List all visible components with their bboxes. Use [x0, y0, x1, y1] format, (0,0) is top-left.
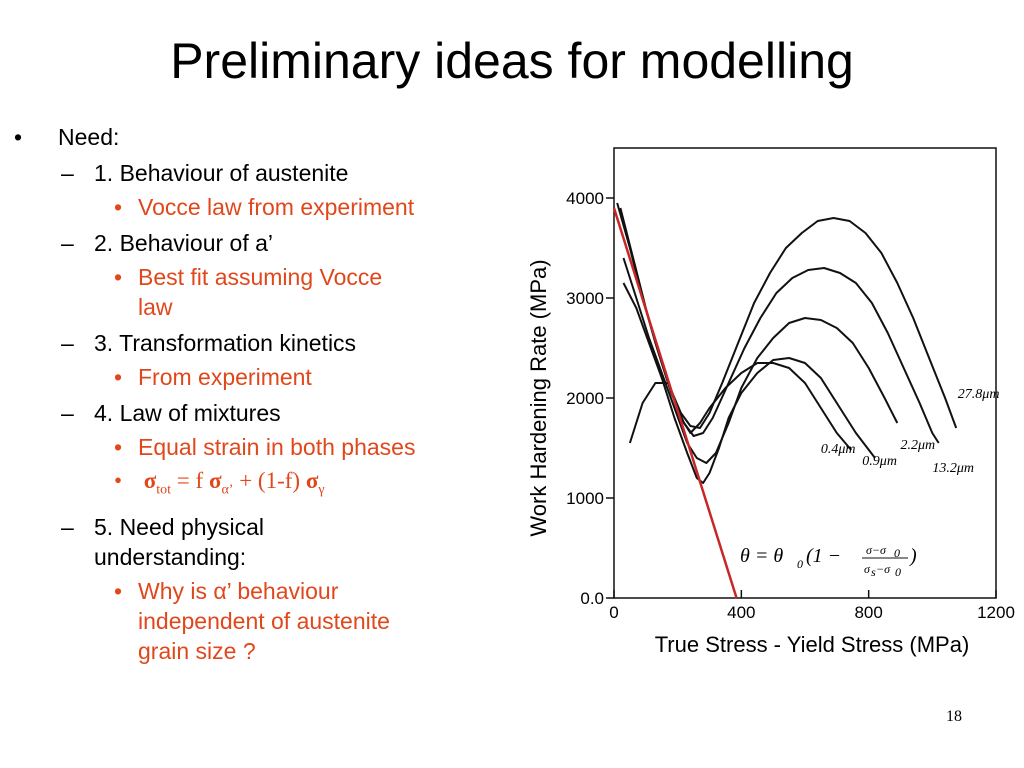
sub-bullet-text: 4. Law of mixtures	[94, 400, 281, 426]
sub-bullet-text-line2: understanding:	[94, 543, 247, 570]
bullet-dot-icon: •	[114, 194, 123, 220]
formula-den: σ	[864, 562, 871, 576]
voce-formula: θ = θ 0 (1 − σ−σ 0 σ s −σ 0 )	[740, 543, 917, 579]
y-tick-label: 0.0	[580, 589, 604, 608]
eq-middle: = f	[171, 468, 209, 493]
bullet-dot-icon: •	[114, 577, 123, 604]
dash-icon: –	[61, 400, 74, 426]
bullet-need: • Need:	[14, 122, 494, 152]
formula-den-sub2: 0	[895, 565, 901, 579]
formula-paren-open: (1 −	[806, 545, 841, 567]
detail-text: Equal strain in both phases	[138, 434, 416, 460]
formula-sub0: 0	[797, 557, 803, 571]
sub-gamma: γ	[318, 482, 325, 498]
page-number: 18	[946, 708, 962, 725]
bullet-text: Need:	[58, 124, 120, 150]
bullet-dot-icon: •	[114, 434, 123, 460]
detail-text: Vocce law from experiment	[138, 194, 415, 220]
x-tick-label: 800	[854, 603, 882, 622]
detail-bullet-1: • Vocce law from experiment	[14, 192, 494, 222]
detail-text: From experiment	[138, 364, 312, 390]
detail-text-line2: independent of austenite	[138, 607, 390, 634]
plot-frame	[613, 147, 997, 599]
sub-bullet-2: –2. Behaviour of a’	[14, 228, 494, 258]
formula-lhs: θ = θ	[740, 545, 783, 567]
bullet-dot-icon: •	[114, 264, 123, 290]
mixture-equation: • σtot = f σα’ + (1-f) σγ	[14, 466, 494, 506]
dash-icon: –	[61, 330, 74, 356]
detail-bullet-5: • Why is α’ behaviour independent of auste…	[14, 576, 494, 666]
y-axis-label: Work Hardening Rate (MPa)	[526, 259, 551, 536]
detail-text-line3: grain size ?	[138, 637, 256, 664]
axis-ticks: 0 400 800 1200 0.0 1000 2000 3000 4000	[566, 189, 1015, 622]
y-tick-label: 1000	[566, 489, 604, 508]
dash-icon: –	[61, 230, 74, 256]
detail-text-line1: Best fit assuming Vocce	[138, 264, 383, 290]
bullet-dot-icon: •	[114, 468, 123, 493]
eq-plus: + (1-f)	[233, 468, 306, 493]
y-tick-label: 2000	[566, 389, 604, 408]
series-label: 0.4μm	[821, 442, 856, 457]
bullet-dot-icon: •	[114, 364, 123, 390]
sub-bullet-5: –5. Need physical understanding:	[14, 512, 494, 572]
series-label: 2.2μm	[901, 438, 936, 453]
sigma-symbol: σ	[143, 468, 157, 493]
formula-den-sub1: s	[871, 565, 876, 579]
series-label: 0.9μm	[862, 454, 897, 469]
bullet-outline: • Need: –1. Behaviour of austenite • Vocce…	[14, 118, 494, 666]
series-line	[616, 202, 958, 429]
data-series	[612, 202, 958, 599]
sub-alpha: α’	[221, 482, 234, 498]
sigma-symbol: σ	[208, 468, 222, 493]
voce-fit-line	[612, 207, 738, 599]
sub-bullet-text: 2. Behaviour of a’	[94, 230, 274, 256]
sub-bullet-1: –1. Behaviour of austenite	[14, 158, 494, 188]
formula-num-sub: 0	[894, 546, 900, 560]
x-tick-label: 1200	[977, 603, 1015, 622]
detail-bullet-3: • From experiment	[14, 362, 494, 392]
y-tick-label: 4000	[566, 189, 604, 208]
detail-bullet-2: • Best fit assuming Vocce law	[14, 262, 494, 322]
series-labels: 0.4μm 0.9μm 2.2μm 13.2μm 27.8μm	[821, 387, 1000, 476]
x-axis-label: True Stress - Yield Stress (MPa)	[655, 632, 970, 657]
series-label: 27.8μm	[958, 387, 1000, 402]
detail-text-line1: Why is α’ behaviour	[138, 577, 339, 604]
formula-paren-close: )	[909, 545, 917, 567]
detail-text-line2: law	[138, 294, 173, 320]
y-tick-label: 3000	[566, 289, 604, 308]
sigma-symbol: σ	[305, 468, 319, 493]
series-label: 13.2μm	[932, 461, 974, 476]
sub-bullet-text: 1. Behaviour of austenite	[94, 160, 349, 186]
slide-title: Preliminary ideas for modelling	[170, 33, 854, 89]
formula-den-mid: −σ	[876, 562, 891, 576]
sub-bullet-3: –3. Transformation kinetics	[14, 328, 494, 358]
detail-bullet-4a: • Equal strain in both phases	[14, 432, 494, 462]
dash-icon: –	[61, 513, 74, 540]
x-tick-label: 0	[609, 603, 618, 622]
formula-numerator: σ−σ	[866, 543, 887, 557]
series-line	[619, 207, 940, 444]
x-tick-label: 400	[727, 603, 755, 622]
bullet-dot-icon: •	[14, 124, 23, 150]
sub-bullet-4: –4. Law of mixtures	[14, 398, 494, 428]
sub-bullet-text-line1: 5. Need physical	[94, 513, 265, 540]
series-line	[622, 257, 899, 464]
sub-tot: tot	[156, 482, 172, 498]
sub-bullet-text: 3. Transformation kinetics	[94, 330, 357, 356]
dash-icon: –	[61, 160, 74, 186]
